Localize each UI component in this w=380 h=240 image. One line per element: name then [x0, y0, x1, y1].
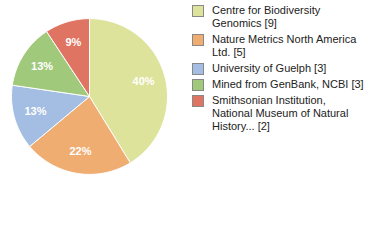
svg-text:13%: 13% — [24, 105, 46, 117]
html-text:Mined from GenBank, NCBI [3]: Mined from GenBank, NCBI [3] — [212, 78, 364, 90]
html-text:University of Guelph [3]: University of Guelph [3] — [212, 62, 327, 74]
svg-text:9%: 9% — [65, 36, 81, 48]
html-text:Smithsonian Institution, Natio: Smithsonian Institution, National Museum… — [212, 94, 349, 132]
html-text:Centre for Biodiversity Genomi: Centre for Biodiversity Genomics [9] — [212, 4, 321, 29]
html-text:Nature Metrics North America L: Nature Metrics North America Ltd. [5] — [212, 33, 357, 58]
svg-text:13%: 13% — [31, 60, 53, 72]
svg-text:22%: 22% — [69, 145, 91, 157]
svg-text:40%: 40% — [133, 75, 155, 87]
